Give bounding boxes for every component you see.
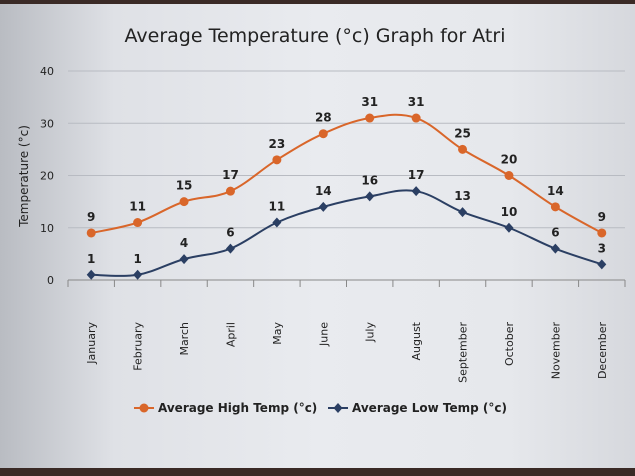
data-label: 31 (408, 95, 425, 109)
x-tick-label: August (410, 321, 423, 360)
y-tick-label: 0 (47, 274, 54, 287)
data-point-low (179, 254, 189, 265)
x-tick-label: May (271, 322, 284, 345)
data-label: 1 (87, 252, 95, 266)
data-point-high (179, 197, 189, 207)
data-label: 6 (551, 226, 559, 240)
data-point-low (272, 217, 282, 228)
data-label: 1 (133, 252, 141, 266)
data-point-low (550, 243, 560, 254)
data-label: 10 (501, 205, 518, 219)
x-tick-label: February (132, 322, 145, 371)
x-tick-label: January (85, 322, 98, 365)
data-label: 23 (269, 137, 286, 151)
data-point-high (411, 113, 421, 123)
data-label: 28 (315, 111, 332, 125)
data-label: 14 (547, 184, 564, 198)
x-tick-label: April (224, 322, 237, 347)
legend-marker-circle (139, 403, 149, 413)
data-label: 14 (315, 184, 332, 198)
data-label: 25 (454, 126, 471, 140)
data-label: 4 (180, 236, 188, 250)
y-tick-label: 20 (40, 170, 54, 183)
data-label: 9 (87, 210, 95, 224)
data-label: 13 (454, 189, 471, 203)
x-tick-label: June (317, 322, 330, 347)
data-label: 3 (598, 241, 606, 255)
y-tick-label: 10 (40, 222, 54, 235)
chart-title: Average Temperature (°c) Graph for Atri (125, 25, 506, 47)
data-point-low (225, 243, 235, 254)
y-tick-label: 30 (40, 117, 54, 130)
data-label: 11 (269, 200, 286, 214)
y-tick-label: 40 (40, 65, 54, 78)
data-point-high (133, 218, 143, 228)
legend-marker-diamond (333, 403, 343, 413)
data-point-high (458, 144, 468, 154)
data-point-high (86, 228, 96, 238)
legend-label: Average High Temp (°c) (158, 401, 317, 415)
y-axis-label: Temperature (°c) (17, 125, 31, 228)
data-label: 16 (361, 173, 378, 187)
legend-label: Average Low Temp (°c) (352, 401, 507, 415)
data-label: 15 (176, 179, 193, 193)
data-point-low (86, 269, 96, 280)
data-point-high (597, 228, 607, 238)
data-label: 6 (226, 226, 234, 240)
data-point-low (318, 201, 328, 212)
x-tick-label: December (596, 322, 609, 380)
data-label: 20 (501, 153, 518, 167)
series-line-high (90, 113, 603, 234)
data-point-high (272, 155, 282, 165)
series-line-low (91, 189, 603, 278)
x-tick-label: November (549, 322, 562, 380)
data-label: 11 (129, 200, 146, 214)
data-point-low (411, 186, 421, 197)
data-label: 17 (408, 168, 425, 182)
x-tick-label: July (364, 322, 377, 343)
legend-item: Average High Temp (°c) (134, 401, 317, 415)
data-point-high (318, 129, 328, 139)
data-point-high (504, 171, 514, 180)
data-label: 9 (598, 210, 606, 224)
x-tick-label: September (457, 322, 470, 383)
data-point-low (597, 259, 607, 270)
data-point-high (365, 113, 375, 123)
x-tick-label: March (178, 322, 191, 356)
data-label: 17 (222, 168, 239, 182)
data-point-low (365, 191, 375, 202)
data-point-low (458, 207, 468, 218)
data-point-high (550, 202, 560, 212)
legend-item: Average Low Temp (°c) (328, 401, 507, 415)
x-tick-label: October (503, 322, 516, 366)
data-label: 31 (361, 95, 378, 109)
data-point-low (133, 269, 143, 280)
data-point-high (225, 186, 235, 196)
data-point-low (504, 222, 514, 233)
